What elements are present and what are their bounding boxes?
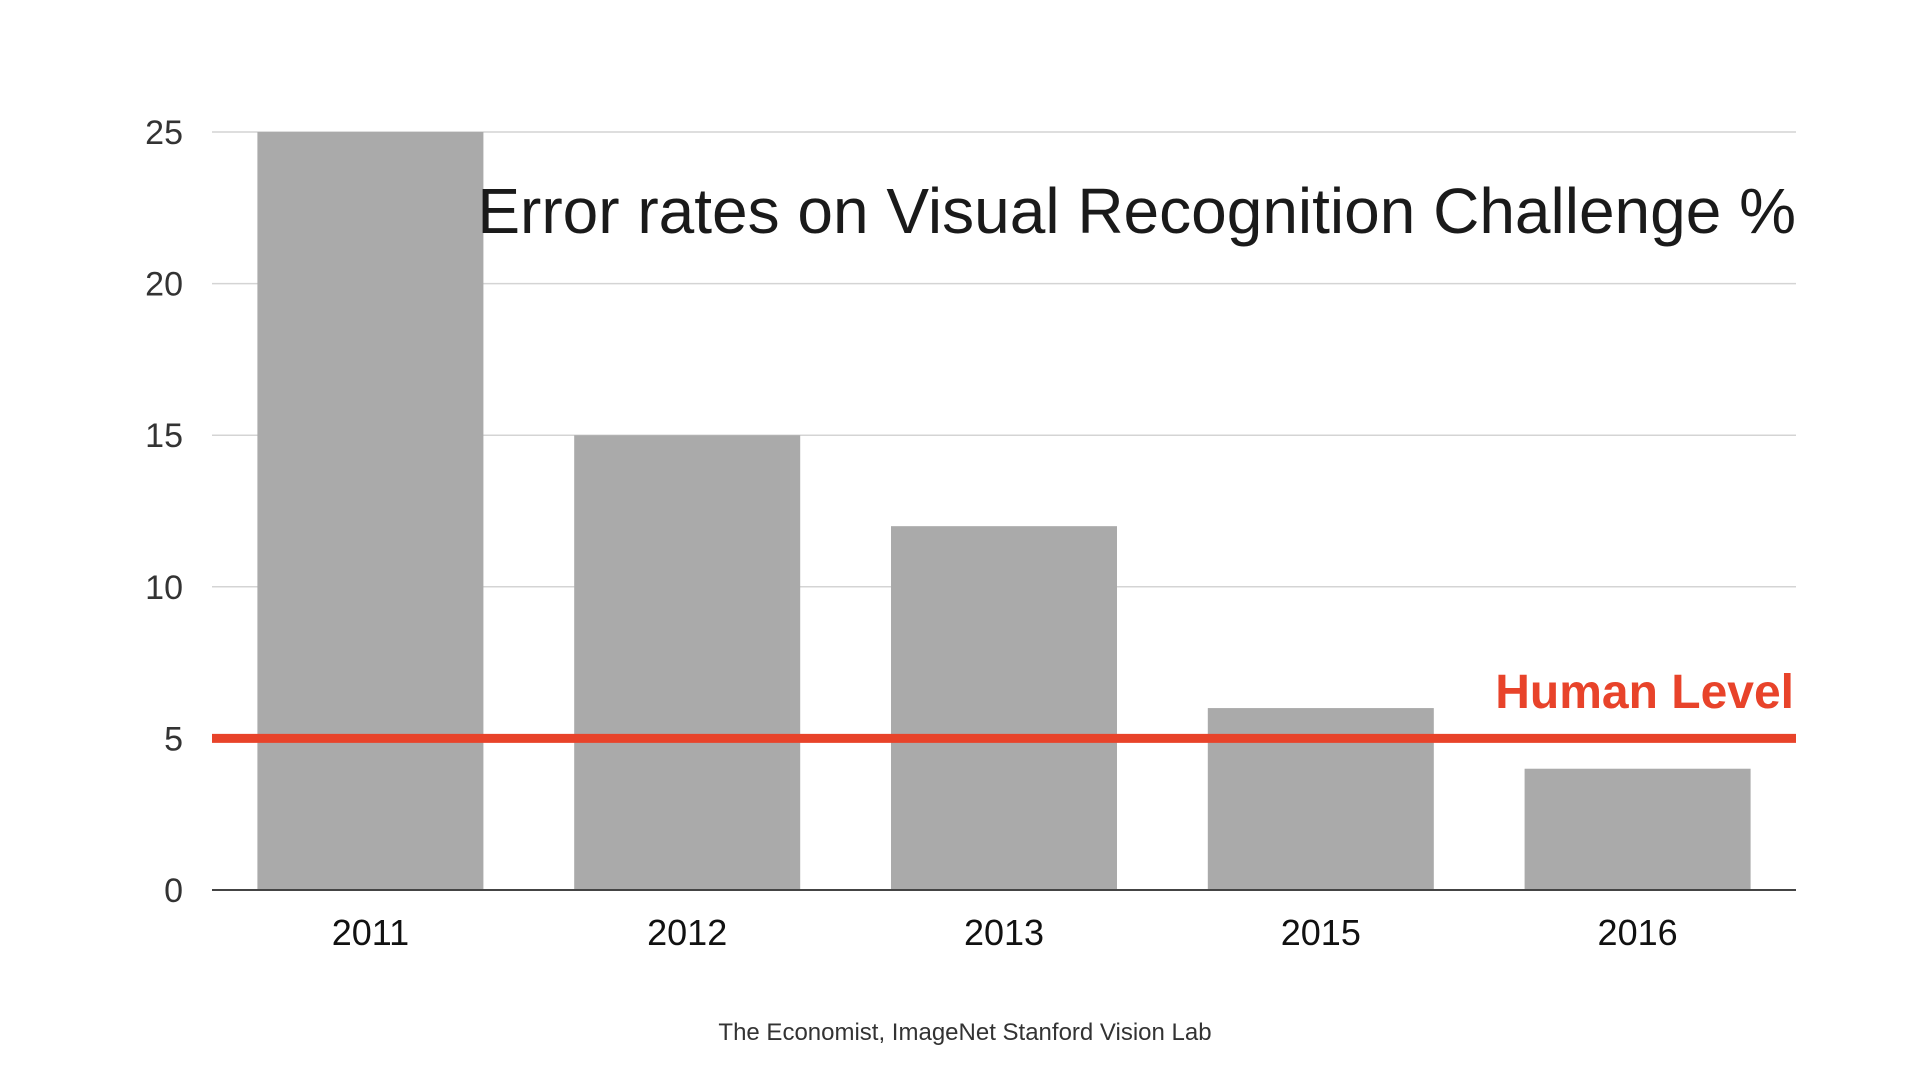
bar [257,132,484,890]
x-category-labels: 2011 2012 2013 2015 2016 [332,912,1678,953]
y-tick-label: 10 [145,569,183,607]
y-tick-label: 20 [145,266,183,304]
x-category-label: 2016 [1598,912,1678,953]
x-category-label: 2012 [647,912,727,953]
x-category-label: 2011 [332,912,409,953]
human-level-label: Human Level [1495,666,1794,719]
y-tick-label: 0 [164,872,183,910]
y-tick-label: 25 [145,114,183,152]
x-category-label: 2013 [964,912,1044,953]
x-category-label: 2015 [1281,912,1361,953]
chart-title: Error rates on Visual Recognition Challe… [477,175,1796,247]
source-caption: The Economist, ImageNet Stanford Vision … [718,1019,1211,1046]
y-tick-labels: 0 5 10 15 20 25 [145,114,183,910]
bar [574,435,801,890]
bars [257,132,1751,890]
bar [891,526,1117,890]
y-tick-label: 15 [145,417,183,455]
bar [1524,768,1751,890]
y-tick-label: 5 [164,720,183,758]
